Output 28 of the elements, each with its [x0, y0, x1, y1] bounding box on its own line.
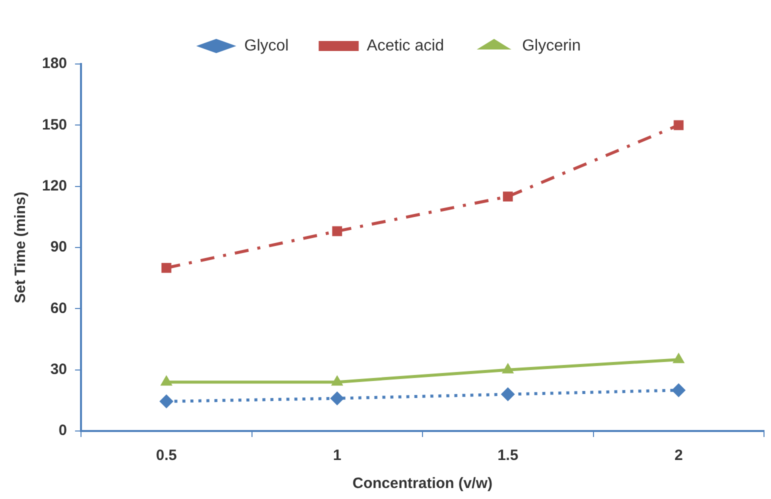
point: [161, 262, 172, 273]
y-tick-label: 30: [50, 360, 68, 378]
y-tick-label: 180: [42, 55, 68, 72]
point: [672, 383, 686, 398]
point: [330, 391, 344, 406]
y-tick-label: 0: [58, 422, 68, 440]
point: [160, 375, 172, 386]
x-tick-label: 0.5: [156, 447, 177, 464]
x-axis-title: Concentration (v/w): [352, 475, 493, 492]
y-tick-label: 90: [50, 238, 68, 256]
y-tick-label: 150: [42, 116, 68, 134]
legend-label: Glycerin: [522, 37, 581, 54]
legend-label: Acetic acid: [366, 37, 444, 54]
y-tick-label: 120: [42, 177, 68, 194]
point: [331, 375, 344, 386]
point: [502, 362, 514, 374]
point: [332, 226, 342, 236]
y-axis-title: Set Time (mins): [12, 192, 30, 304]
point: [500, 387, 515, 402]
x-tick-label: 1: [332, 447, 342, 464]
point: [672, 352, 685, 364]
x-tick-label: 2: [674, 447, 683, 464]
point: [159, 394, 174, 408]
x-tick-label: 1.5: [497, 447, 518, 464]
y-tick-label: 60: [50, 300, 68, 317]
legend-label: Glycol: [244, 37, 289, 54]
point: [502, 192, 513, 202]
point: [674, 120, 684, 130]
